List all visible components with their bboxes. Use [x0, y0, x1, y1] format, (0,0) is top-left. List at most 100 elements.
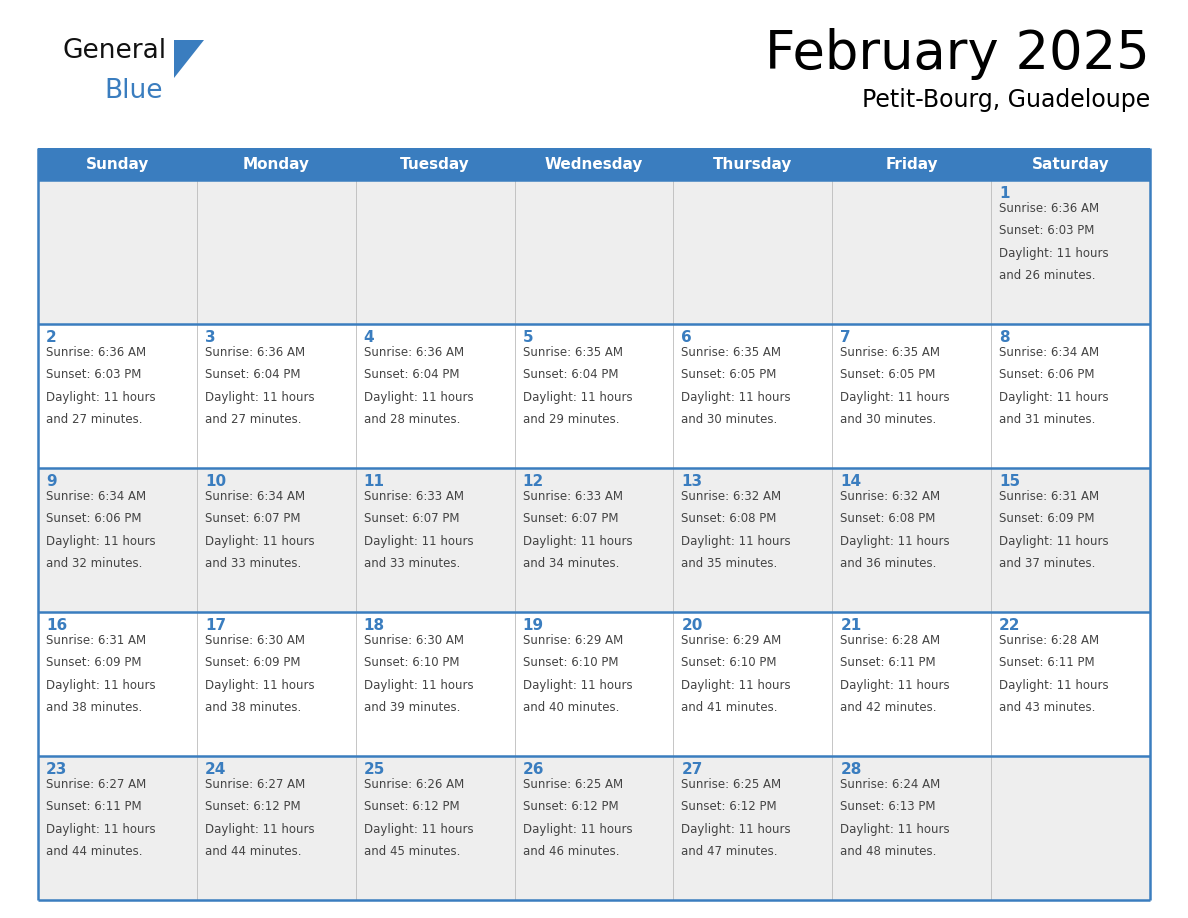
Text: Sunrise: 6:35 AM: Sunrise: 6:35 AM — [523, 346, 623, 359]
Text: and 41 minutes.: and 41 minutes. — [682, 701, 778, 714]
Text: 17: 17 — [204, 618, 226, 633]
Text: Sunset: 6:04 PM: Sunset: 6:04 PM — [523, 368, 618, 381]
Text: Sunset: 6:04 PM: Sunset: 6:04 PM — [204, 368, 301, 381]
Text: Sunrise: 6:25 AM: Sunrise: 6:25 AM — [682, 778, 782, 791]
Text: Daylight: 11 hours: Daylight: 11 hours — [523, 823, 632, 835]
Text: Daylight: 11 hours: Daylight: 11 hours — [46, 534, 156, 548]
Text: Daylight: 11 hours: Daylight: 11 hours — [46, 678, 156, 691]
Text: Daylight: 11 hours: Daylight: 11 hours — [364, 678, 473, 691]
Text: Sunset: 6:03 PM: Sunset: 6:03 PM — [46, 368, 141, 381]
Text: Sunset: 6:12 PM: Sunset: 6:12 PM — [364, 800, 460, 813]
Text: and 44 minutes.: and 44 minutes. — [204, 845, 302, 858]
Text: Wednesday: Wednesday — [545, 156, 643, 172]
Text: Sunrise: 6:26 AM: Sunrise: 6:26 AM — [364, 778, 465, 791]
Text: 4: 4 — [364, 330, 374, 345]
Text: Sunrise: 6:32 AM: Sunrise: 6:32 AM — [840, 490, 941, 503]
Text: Sunset: 6:03 PM: Sunset: 6:03 PM — [999, 224, 1094, 238]
Text: Sunrise: 6:31 AM: Sunrise: 6:31 AM — [999, 490, 1099, 503]
Text: Sunset: 6:12 PM: Sunset: 6:12 PM — [523, 800, 618, 813]
Bar — [38, 180, 1150, 324]
Text: Sunset: 6:08 PM: Sunset: 6:08 PM — [840, 512, 936, 525]
Text: and 27 minutes.: and 27 minutes. — [46, 413, 143, 426]
Text: Daylight: 11 hours: Daylight: 11 hours — [364, 534, 473, 548]
Text: and 27 minutes.: and 27 minutes. — [204, 413, 302, 426]
Text: Sunset: 6:10 PM: Sunset: 6:10 PM — [364, 656, 460, 669]
Text: Daylight: 11 hours: Daylight: 11 hours — [364, 391, 473, 404]
Text: 10: 10 — [204, 474, 226, 489]
Text: and 32 minutes.: and 32 minutes. — [46, 557, 143, 570]
Text: Sunrise: 6:24 AM: Sunrise: 6:24 AM — [840, 778, 941, 791]
Text: and 31 minutes.: and 31 minutes. — [999, 413, 1095, 426]
Text: Sunrise: 6:34 AM: Sunrise: 6:34 AM — [46, 490, 146, 503]
Text: Sunset: 6:09 PM: Sunset: 6:09 PM — [999, 512, 1094, 525]
Text: Sunrise: 6:30 AM: Sunrise: 6:30 AM — [204, 634, 305, 647]
Text: Monday: Monday — [242, 156, 310, 172]
Text: Daylight: 11 hours: Daylight: 11 hours — [523, 534, 632, 548]
Text: Sunday: Sunday — [86, 156, 150, 172]
Text: 20: 20 — [682, 618, 703, 633]
Text: Sunset: 6:09 PM: Sunset: 6:09 PM — [46, 656, 141, 669]
Text: Daylight: 11 hours: Daylight: 11 hours — [46, 823, 156, 835]
Text: 6: 6 — [682, 330, 693, 345]
Text: February 2025: February 2025 — [765, 28, 1150, 80]
Text: Sunset: 6:10 PM: Sunset: 6:10 PM — [682, 656, 777, 669]
Text: Friday: Friday — [885, 156, 939, 172]
Text: and 46 minutes.: and 46 minutes. — [523, 845, 619, 858]
Text: Daylight: 11 hours: Daylight: 11 hours — [840, 678, 950, 691]
Text: Sunrise: 6:29 AM: Sunrise: 6:29 AM — [523, 634, 623, 647]
Text: Petit-Bourg, Guadeloupe: Petit-Bourg, Guadeloupe — [861, 88, 1150, 112]
Text: and 45 minutes.: and 45 minutes. — [364, 845, 460, 858]
Text: and 44 minutes.: and 44 minutes. — [46, 845, 143, 858]
Text: Daylight: 11 hours: Daylight: 11 hours — [46, 391, 156, 404]
Text: and 26 minutes.: and 26 minutes. — [999, 269, 1095, 282]
Text: Sunset: 6:05 PM: Sunset: 6:05 PM — [682, 368, 777, 381]
Text: and 42 minutes.: and 42 minutes. — [840, 701, 937, 714]
Text: 27: 27 — [682, 762, 703, 777]
Text: Daylight: 11 hours: Daylight: 11 hours — [999, 678, 1108, 691]
Text: and 47 minutes.: and 47 minutes. — [682, 845, 778, 858]
Text: Sunset: 6:06 PM: Sunset: 6:06 PM — [46, 512, 141, 525]
Text: 9: 9 — [46, 474, 57, 489]
Text: and 33 minutes.: and 33 minutes. — [364, 557, 460, 570]
Text: Sunrise: 6:33 AM: Sunrise: 6:33 AM — [364, 490, 463, 503]
Text: Daylight: 11 hours: Daylight: 11 hours — [682, 678, 791, 691]
Text: and 43 minutes.: and 43 minutes. — [999, 701, 1095, 714]
Text: 7: 7 — [840, 330, 851, 345]
Text: Sunrise: 6:30 AM: Sunrise: 6:30 AM — [364, 634, 463, 647]
Text: 1: 1 — [999, 186, 1010, 201]
Text: 22: 22 — [999, 618, 1020, 633]
Text: Daylight: 11 hours: Daylight: 11 hours — [682, 534, 791, 548]
Text: Sunrise: 6:35 AM: Sunrise: 6:35 AM — [682, 346, 782, 359]
Text: Sunrise: 6:28 AM: Sunrise: 6:28 AM — [840, 634, 941, 647]
Text: 21: 21 — [840, 618, 861, 633]
Bar — [38, 468, 1150, 612]
Text: Daylight: 11 hours: Daylight: 11 hours — [999, 534, 1108, 548]
Text: and 38 minutes.: and 38 minutes. — [204, 701, 301, 714]
Text: Sunrise: 6:27 AM: Sunrise: 6:27 AM — [46, 778, 146, 791]
Text: Sunrise: 6:35 AM: Sunrise: 6:35 AM — [840, 346, 940, 359]
Text: 11: 11 — [364, 474, 385, 489]
Text: Sunrise: 6:25 AM: Sunrise: 6:25 AM — [523, 778, 623, 791]
Text: and 30 minutes.: and 30 minutes. — [840, 413, 936, 426]
Text: Sunset: 6:09 PM: Sunset: 6:09 PM — [204, 656, 301, 669]
Text: and 48 minutes.: and 48 minutes. — [840, 845, 936, 858]
Text: 12: 12 — [523, 474, 544, 489]
Text: Sunset: 6:06 PM: Sunset: 6:06 PM — [999, 368, 1094, 381]
Text: Daylight: 11 hours: Daylight: 11 hours — [204, 678, 315, 691]
Bar — [38, 148, 1150, 180]
Text: and 33 minutes.: and 33 minutes. — [204, 557, 301, 570]
Text: and 37 minutes.: and 37 minutes. — [999, 557, 1095, 570]
Text: 25: 25 — [364, 762, 385, 777]
Text: Tuesday: Tuesday — [400, 156, 470, 172]
Text: 18: 18 — [364, 618, 385, 633]
Bar — [38, 612, 1150, 756]
Text: and 36 minutes.: and 36 minutes. — [840, 557, 936, 570]
Text: Daylight: 11 hours: Daylight: 11 hours — [523, 391, 632, 404]
Text: and 38 minutes.: and 38 minutes. — [46, 701, 143, 714]
Text: and 30 minutes.: and 30 minutes. — [682, 413, 778, 426]
Text: Thursday: Thursday — [713, 156, 792, 172]
Text: and 39 minutes.: and 39 minutes. — [364, 701, 460, 714]
Text: Daylight: 11 hours: Daylight: 11 hours — [204, 391, 315, 404]
Text: Sunrise: 6:33 AM: Sunrise: 6:33 AM — [523, 490, 623, 503]
Text: Sunset: 6:07 PM: Sunset: 6:07 PM — [523, 512, 618, 525]
